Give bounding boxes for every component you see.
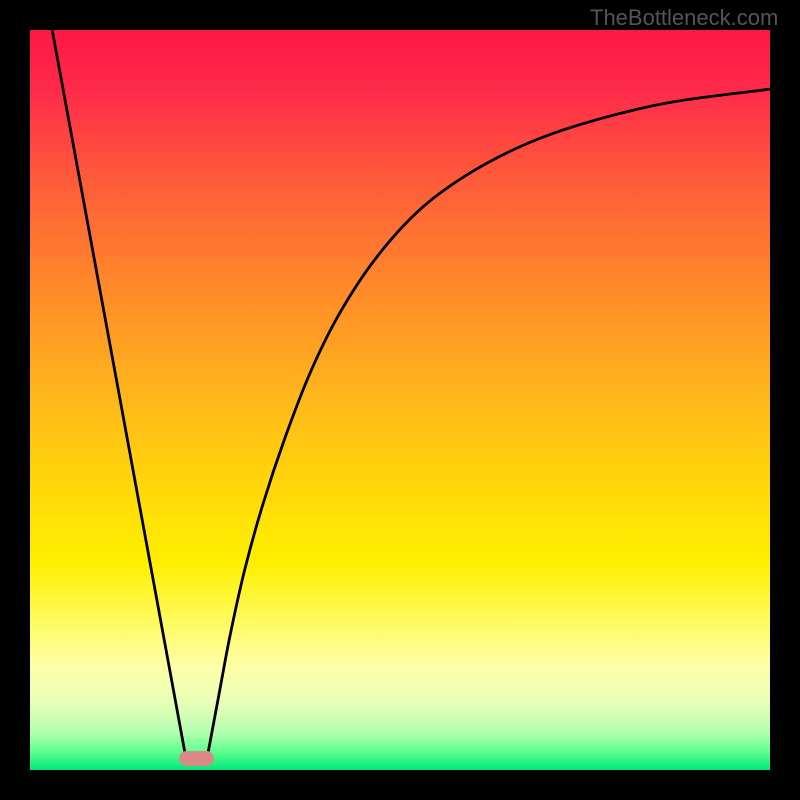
bottleneck-curve (30, 30, 770, 770)
outer-frame-right (770, 0, 800, 800)
outer-frame-bottom (0, 770, 800, 800)
watermark-text: TheBottleneck.com (590, 5, 778, 31)
plot-area (30, 30, 770, 770)
chart-container: TheBottleneck.com (0, 0, 800, 800)
outer-frame-left (0, 0, 30, 800)
optimal-marker (179, 751, 213, 766)
